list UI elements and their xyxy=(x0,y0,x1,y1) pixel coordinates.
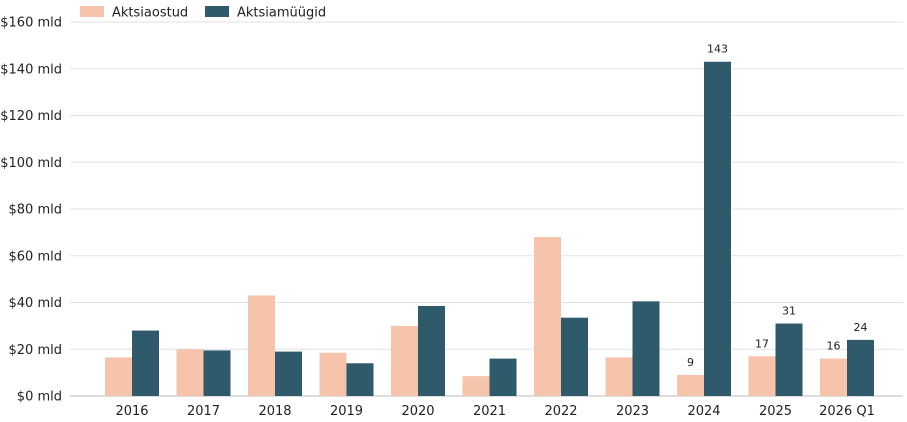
x-tick-label: 2020 xyxy=(401,404,434,419)
legend: Aktsiaostud Aktsiamüügid xyxy=(80,6,326,21)
data-label: 24 xyxy=(854,321,868,334)
y-tick-label: $60 mld xyxy=(9,249,62,264)
bar-aktsiaostud xyxy=(534,237,561,396)
bars xyxy=(105,61,874,397)
bar-aktsiamuugid xyxy=(418,306,445,396)
y-tick-label: $120 mld xyxy=(0,109,62,124)
legend-label: Aktsiaostud xyxy=(112,6,188,21)
bar-aktsiaostud xyxy=(748,356,776,396)
x-tick-label: 2019 xyxy=(330,404,363,419)
x-tick-label: 2026 Q1 xyxy=(819,404,875,419)
x-tick-label: 2023 xyxy=(616,404,649,419)
data-labels: 9 143 17 31 16 24 xyxy=(687,43,868,369)
x-tick-label: 2021 xyxy=(473,404,506,419)
bar-aktsiamuugid xyxy=(275,351,302,396)
bar-aktsiaostud xyxy=(605,357,633,396)
x-tick-label: 2025 xyxy=(759,404,792,419)
x-tick-label: 2016 xyxy=(115,404,148,419)
y-tick-label: $40 mld xyxy=(9,296,62,311)
x-tick-label: 2017 xyxy=(187,404,220,419)
x-axis: 2016 2017 2018 2019 2020 2021 2022 2023 2024 2025… xyxy=(115,404,874,419)
bar-aktsiaostud xyxy=(391,325,418,396)
bar-aktsiaostud xyxy=(820,358,847,396)
y-tick-label: $160 mld xyxy=(0,16,62,31)
bar-aktsiamuugid xyxy=(847,339,874,396)
bar-aktsiamuugid xyxy=(775,323,803,396)
y-tick-label: $100 mld xyxy=(0,156,62,171)
data-label: 31 xyxy=(782,305,796,318)
bar-aktsiamuugid xyxy=(489,358,517,396)
y-tick-label: $20 mld xyxy=(9,343,62,358)
bar-aktsiaostud xyxy=(462,376,490,396)
bar-aktsiamuugid xyxy=(561,317,588,396)
x-tick-label: 2022 xyxy=(544,404,577,419)
bar-aktsiaostud xyxy=(319,352,347,396)
bar-aktsiamuugid xyxy=(132,330,159,396)
gridlines xyxy=(70,21,903,397)
x-tick-label: 2024 xyxy=(687,404,720,419)
bar-aktsiaostud xyxy=(105,357,132,396)
bar-aktsiaostud xyxy=(176,349,204,396)
bar-aktsiamuugid xyxy=(203,350,231,396)
bar-aktsiamuugid xyxy=(346,363,374,396)
bar-aktsiamuugid xyxy=(632,301,660,396)
legend-label: Aktsiamüügid xyxy=(237,6,326,21)
data-label: 16 xyxy=(827,340,841,353)
data-label: 17 xyxy=(755,337,769,350)
data-label: 143 xyxy=(707,43,728,56)
y-tick-label: $0 mld xyxy=(17,390,62,405)
legend-swatch xyxy=(205,6,229,17)
y-tick-label: $140 mld xyxy=(0,62,62,77)
bar-aktsiamuugid xyxy=(704,61,731,397)
x-tick-label: 2018 xyxy=(258,404,291,419)
legend-swatch xyxy=(80,6,104,17)
bar-aktsiaostud xyxy=(677,374,704,396)
bar-aktsiaostud xyxy=(248,295,275,396)
y-tick-label: $80 mld xyxy=(9,203,62,218)
data-label: 9 xyxy=(687,356,694,369)
y-axis: $0 mld $20 mld $40 mld $60 mld $80 mld $100 m… xyxy=(0,16,62,405)
